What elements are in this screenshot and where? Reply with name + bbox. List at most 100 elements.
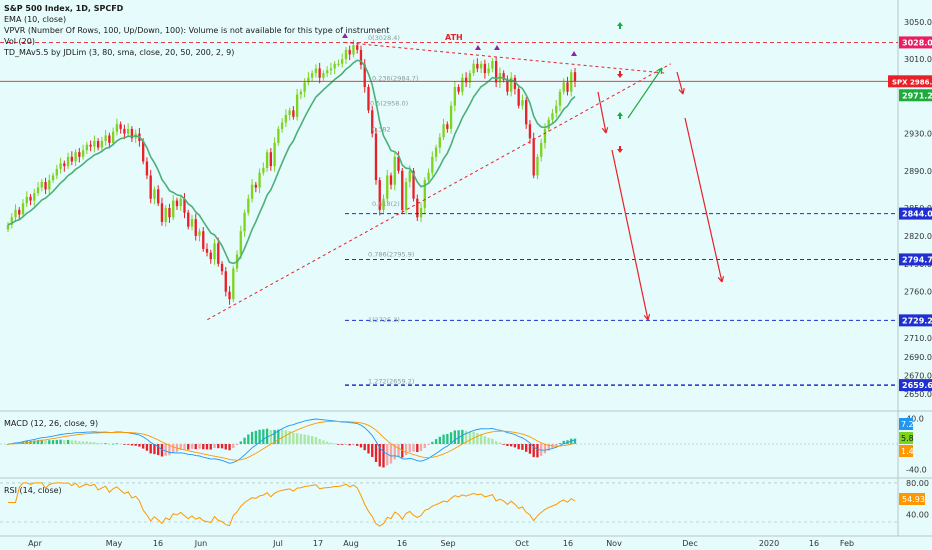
candle-body xyxy=(352,45,355,55)
fib-label-partial: 0.382 xyxy=(372,126,391,134)
fib-label: 1(2725.3) xyxy=(368,316,400,324)
rsi-line xyxy=(8,482,576,527)
candle-body xyxy=(160,203,164,222)
candle-body xyxy=(277,128,280,143)
trend-ath-resistance xyxy=(344,41,666,74)
macd-bar xyxy=(487,437,490,444)
signal-marker-down xyxy=(617,71,623,78)
fib-label: 1.272(2659.2) xyxy=(368,377,414,385)
price-tick-label: 2650.0 xyxy=(904,390,932,399)
macd-bar xyxy=(123,444,126,445)
candle-body xyxy=(356,45,359,50)
macd-bar xyxy=(555,444,558,446)
price-tick-label: 2760.0 xyxy=(904,288,932,297)
candle-body xyxy=(100,141,104,148)
macd-bar xyxy=(59,439,62,444)
macd-bar xyxy=(284,430,288,444)
macd-value-tag xyxy=(899,432,913,444)
candle-body xyxy=(250,184,254,199)
rsi-value-text: 54.93 xyxy=(902,495,925,504)
macd-bar xyxy=(427,444,430,446)
macd-bar xyxy=(521,444,524,450)
macd-bar xyxy=(258,429,261,444)
candle-body xyxy=(10,217,13,225)
macd-bar xyxy=(179,444,182,450)
candle-body xyxy=(6,224,10,230)
macd-bar xyxy=(280,429,284,444)
candle-body xyxy=(510,77,513,92)
candle-body xyxy=(329,68,333,71)
macd-bar xyxy=(198,444,201,449)
macd-bar xyxy=(100,443,104,444)
macd-bar xyxy=(6,444,10,445)
candle-body xyxy=(89,144,92,147)
fib-label: 0.786(2795.9) xyxy=(368,250,414,258)
macd-bar xyxy=(378,444,381,467)
macd-bar xyxy=(449,432,453,444)
candle-body xyxy=(198,231,201,236)
macd-bar xyxy=(498,442,502,444)
macd-bar xyxy=(217,444,220,449)
trend-rising-support xyxy=(207,63,672,321)
time-tick-label: Jun xyxy=(194,539,208,548)
red-arrow-2 xyxy=(611,149,649,321)
macd-bar xyxy=(322,440,325,444)
red-arrow-3 xyxy=(676,71,684,95)
candle-body xyxy=(96,141,100,148)
macd-bar xyxy=(363,444,366,451)
candle-body xyxy=(386,175,389,199)
candle-body xyxy=(228,291,231,300)
macd-bar xyxy=(558,443,562,444)
macd-bar xyxy=(299,433,303,444)
macd-bar xyxy=(262,429,265,444)
fib-label-partial: 0.618(2) xyxy=(372,200,400,208)
macd-bar xyxy=(235,444,239,446)
macd-bar xyxy=(232,444,235,448)
macd-bar xyxy=(55,439,58,444)
candle-body xyxy=(566,82,569,92)
price-tick-label: 2820.0 xyxy=(904,232,932,241)
candle-body xyxy=(202,231,205,249)
ath-marker xyxy=(342,33,348,38)
macd-bar xyxy=(190,444,194,449)
red-arrow-4 xyxy=(684,117,723,283)
macd-bar xyxy=(314,437,318,444)
candle-body xyxy=(239,231,242,255)
ema-line xyxy=(7,59,576,265)
macd-bar xyxy=(295,433,299,444)
legend-line-td: TD_MAv5.5 by JDLim (3, 80, sma, close, 2… xyxy=(4,48,235,57)
macd-bar xyxy=(397,444,400,458)
candle-body xyxy=(36,187,40,194)
candle-body xyxy=(194,219,197,236)
macd-bar xyxy=(78,441,81,444)
candle-body xyxy=(502,73,505,80)
candle-body xyxy=(14,209,17,218)
macd-bar xyxy=(326,441,329,444)
macd-value-text: 1.4 xyxy=(901,447,914,456)
candle-body xyxy=(295,94,299,117)
candle-body xyxy=(547,119,550,129)
macd-bar xyxy=(337,444,340,445)
macd-bar xyxy=(194,444,197,450)
candle-body xyxy=(359,49,363,65)
candle-body xyxy=(179,198,182,207)
candle-body xyxy=(78,152,81,157)
macd-tick-label: -40.0 xyxy=(906,466,927,475)
macd-bar xyxy=(356,444,359,446)
candle-body xyxy=(461,77,464,92)
macd-bar xyxy=(352,444,355,446)
candle-body xyxy=(438,137,441,148)
macd-bar xyxy=(51,440,55,444)
price-tag xyxy=(899,36,932,49)
candle-body xyxy=(310,73,314,78)
price-tag-text: 2844.0 xyxy=(902,210,932,219)
macd-bar xyxy=(423,444,426,448)
candle-body xyxy=(419,208,423,218)
price-tag xyxy=(899,89,932,102)
macd-bar xyxy=(142,444,145,449)
candle-body xyxy=(389,175,393,185)
macd-bar xyxy=(344,444,348,445)
candle-body xyxy=(341,59,344,64)
candle-body xyxy=(187,212,190,227)
